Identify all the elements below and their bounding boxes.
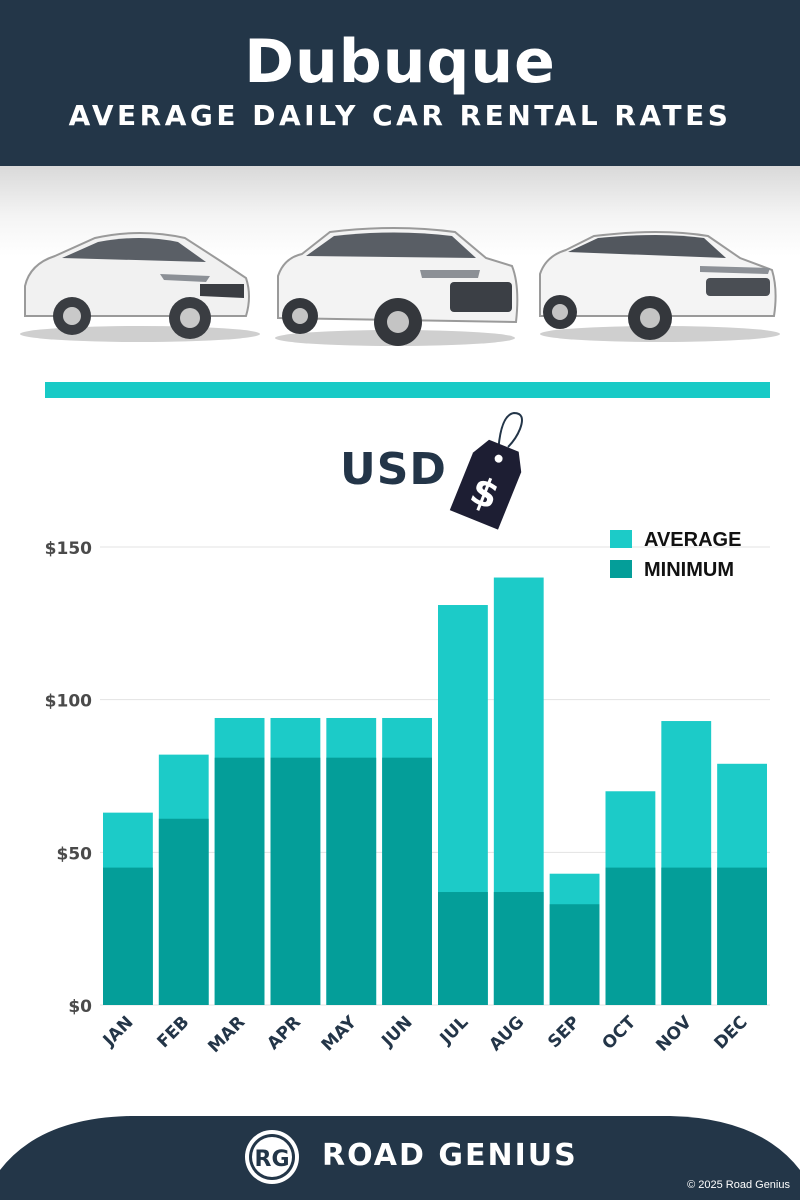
luxury-suv-car-icon — [539, 231, 780, 342]
footer-banner: RG — [0, 1116, 800, 1200]
bar-minimum-apr — [270, 757, 321, 1005]
hatchback-car-icon — [20, 232, 260, 342]
x-tick-label: FEB — [154, 1012, 194, 1052]
logo-monogram: RG — [255, 1147, 290, 1172]
bar-minimum-feb — [158, 818, 209, 1005]
cars-illustration — [0, 166, 800, 366]
bar-minimum-nov — [661, 867, 712, 1005]
bar-minimum-aug — [493, 892, 544, 1005]
bar-minimum-oct — [605, 867, 656, 1005]
x-tick-label: JUN — [377, 1012, 416, 1051]
page-subtitle: AVERAGE DAILY CAR RENTAL RATES — [68, 99, 732, 132]
y-tick-label: $0 — [68, 997, 92, 1017]
divider-bar — [45, 382, 770, 398]
suv-car-icon — [275, 227, 519, 346]
x-tick-label: DEC — [710, 1012, 751, 1053]
bar-minimum-may — [326, 757, 377, 1005]
x-tick-label: JAN — [99, 1012, 138, 1051]
bar-minimum-dec — [717, 867, 767, 1005]
header-banner: Dubuque AVERAGE DAILY CAR RENTAL RATES — [0, 0, 800, 166]
x-tick-label: AUG — [486, 1012, 529, 1055]
currency-label: USD — [340, 444, 447, 495]
bar-minimum-jan — [103, 867, 153, 1005]
bar-minimum-jul — [438, 892, 488, 1005]
legend-label-average: AVERAGE — [644, 529, 741, 551]
x-tick-label: JUL — [436, 1012, 473, 1049]
legend-label-minimum: MINIMUM — [644, 559, 734, 581]
x-tick-label: APR — [263, 1012, 305, 1054]
rental-rate-chart: $0 $50 $100 $150 JAN FEB MAR APR MAY JUN JUL AUG SE… — [45, 529, 770, 1057]
bar-minimum-jun — [382, 757, 432, 1005]
x-tick-label: MAR — [204, 1012, 249, 1057]
brand-name: ROAD GENIUS — [322, 1138, 578, 1173]
legend-swatch-minimum — [610, 560, 632, 578]
x-tick-label: OCT — [599, 1012, 641, 1054]
bar-minimum-mar — [214, 757, 265, 1005]
x-tick-label: MAY — [318, 1012, 361, 1055]
page-title: Dubuque — [244, 27, 556, 97]
legend-swatch-average — [610, 530, 632, 548]
copyright-notice: © 2025 Road Genius — [687, 1179, 790, 1191]
bar-minimum-sep — [549, 904, 600, 1005]
y-tick-label: $150 — [45, 539, 92, 559]
price-tag-icon: $ — [449, 411, 523, 530]
x-tick-label: NOV — [652, 1012, 696, 1056]
x-tick-label: SEP — [544, 1012, 584, 1052]
road-genius-logo-icon: RG — [245, 1130, 299, 1184]
cars-image — [20, 227, 780, 346]
y-tick-label: $50 — [57, 844, 93, 864]
y-tick-label: $100 — [45, 692, 92, 712]
